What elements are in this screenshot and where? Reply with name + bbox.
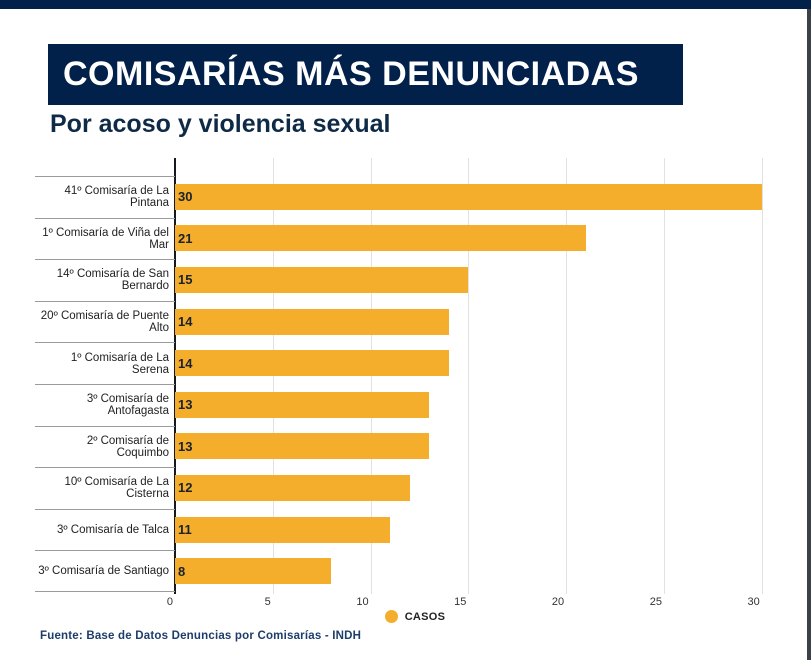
bar-track: 14 xyxy=(175,342,795,384)
bar-14: 14 xyxy=(175,308,449,335)
bar-track: 11 xyxy=(175,509,795,551)
chart-row: 10º Comisaría de La Cisterna 12 xyxy=(35,467,795,509)
bar-track: 13 xyxy=(175,426,795,468)
category-label: 20º Comisaría de Puente Alto xyxy=(35,300,175,343)
x-tick-5: 5 xyxy=(264,596,271,608)
bar-track: 13 xyxy=(175,384,795,426)
bar-track: 30 xyxy=(175,176,795,218)
bar-track: 15 xyxy=(175,259,795,301)
page-subtitle: Por acoso y violencia sexual xyxy=(50,110,391,138)
chart-row: 1º Comisaría de La Serena 14 xyxy=(35,342,795,384)
chart-row: 1º Comisaría de Viña del Mar 21 xyxy=(35,217,795,260)
category-label: 3º Comisaría de Santiago xyxy=(35,550,175,592)
bar-value-label: 14 xyxy=(178,314,193,330)
x-tick-10: 10 xyxy=(356,596,369,608)
bar-value-label: 21 xyxy=(178,230,193,246)
legend: CASOS xyxy=(35,610,795,623)
bar-15: 15 xyxy=(175,266,469,293)
source-note: Fuente: Base de Datos Denuncias por Comi… xyxy=(40,630,362,642)
x-tick-0: 0 xyxy=(166,596,173,608)
bar-track: 21 xyxy=(175,218,795,260)
gridline-x-25 xyxy=(663,158,665,594)
category-label: 2º Comisaría de Coquimbo xyxy=(35,425,175,468)
bar-12: 12 xyxy=(175,474,410,501)
bar-13: 13 xyxy=(175,391,430,418)
title-box: COMISARÍAS MÁS DENUNCIADAS xyxy=(48,44,683,105)
category-label: 1º Comisaría de Viña del Mar xyxy=(35,217,175,260)
chart-rows: 41º Comisaría de La Pintana 30 1º Comisarí… xyxy=(35,176,795,592)
category-label: 41º Comisaría de La Pintana xyxy=(35,176,175,218)
bar-30: 30 xyxy=(175,183,762,210)
chart-row: 3º Comisaría de Talca 11 xyxy=(35,508,795,551)
gridline-x-20 xyxy=(566,158,568,594)
x-tick-15: 15 xyxy=(454,596,467,608)
legend-label: CASOS xyxy=(404,610,446,623)
x-tick-25: 25 xyxy=(649,596,662,608)
chart-row: 3º Comisaría de Antofagasta 13 xyxy=(35,383,795,426)
chart-row: 20º Comisaría de Puente Alto 14 xyxy=(35,300,795,343)
x-tick-20: 20 xyxy=(551,596,565,608)
bar-value-label: 13 xyxy=(178,397,193,413)
right-border xyxy=(807,9,811,660)
bar-11: 11 xyxy=(175,516,391,543)
page-title: COMISARÍAS MÁS DENUNCIADAS xyxy=(63,55,639,93)
gridline-x-15 xyxy=(468,158,470,594)
bar-track: 14 xyxy=(175,301,795,343)
bar-value-label: 11 xyxy=(178,522,192,538)
bar-21: 21 xyxy=(175,225,586,252)
bar-track: 8 xyxy=(175,550,795,592)
gridline-x-30 xyxy=(761,158,763,594)
chart-row: 3º Comisaría de Santiago 8 xyxy=(35,550,795,592)
bar-value-label: 8 xyxy=(178,563,186,579)
bar-value-label: 15 xyxy=(178,272,193,288)
bar-chart: 41º Comisaría de La Pintana 30 1º Comisarí… xyxy=(35,158,795,610)
bar-value-label: 12 xyxy=(178,480,193,496)
chart-row: 41º Comisaría de La Pintana 30 xyxy=(35,176,795,218)
x-axis-tick-labels: 0 5 10 15 20 25 30 xyxy=(167,596,795,610)
category-label: 1º Comisaría de La Serena xyxy=(35,342,175,384)
chart-row: 2º Comisaría de Coquimbo 13 xyxy=(35,425,795,468)
category-label: 3º Comisaría de Talca xyxy=(35,508,175,551)
category-label: 14º Comisaría de San Bernardo xyxy=(35,259,175,301)
top-accent-band xyxy=(0,0,811,9)
category-label: 3º Comisaría de Antofagasta xyxy=(35,383,175,426)
bar-value-label: 13 xyxy=(178,438,193,454)
bar-8: 8 xyxy=(175,558,332,585)
bar-14: 14 xyxy=(175,350,449,377)
chart-row: 14º Comisaría de San Bernardo 15 xyxy=(35,259,795,301)
bar-13: 13 xyxy=(175,433,430,460)
bar-track: 12 xyxy=(175,467,795,509)
bar-value-label: 30 xyxy=(178,189,193,205)
category-label: 10º Comisaría de La Cisterna xyxy=(35,467,175,509)
x-tick-30: 30 xyxy=(747,596,760,608)
legend-swatch-casos-icon xyxy=(384,610,398,623)
bar-value-label: 14 xyxy=(178,355,193,371)
